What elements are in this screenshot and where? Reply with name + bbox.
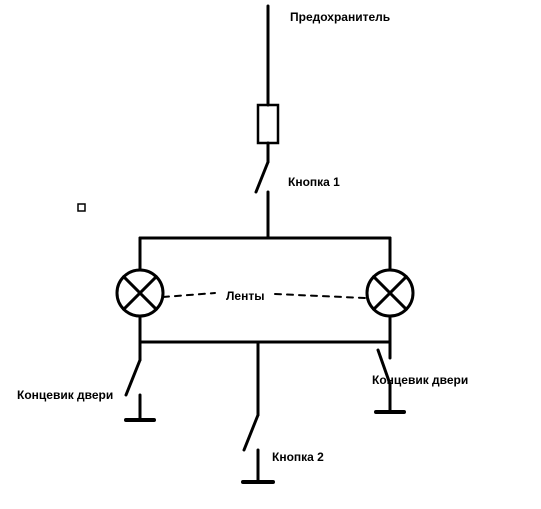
switch-button1 [256,162,268,192]
dash-right [275,294,365,298]
switch-door-left [126,360,140,395]
label-fuse: Предохранитель [290,10,390,24]
label-door-switch-left: Концевик двери [17,388,113,402]
switch-button2 [244,415,258,450]
dash-left [163,293,215,297]
stray-square [78,204,85,211]
label-button1: Кнопка 1 [288,175,340,189]
label-button2: Кнопка 2 [272,450,324,464]
circuit-diagram [0,0,541,509]
label-door-switch-right: Концевик двери [372,373,468,387]
label-lamps: Ленты [226,289,264,303]
fuse [258,105,278,143]
